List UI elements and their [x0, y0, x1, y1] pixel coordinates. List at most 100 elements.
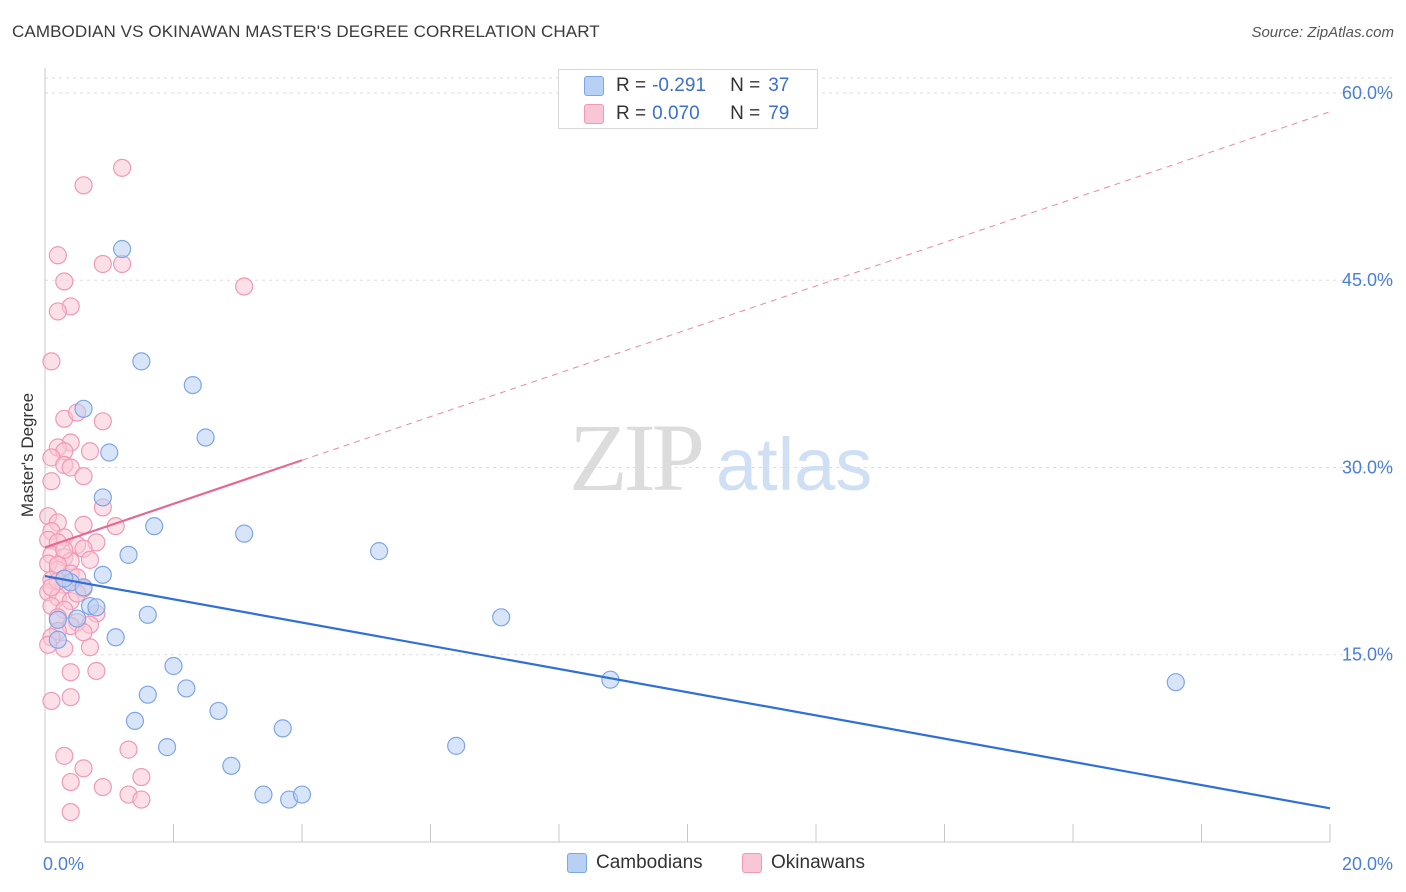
cambodians-point-28 [447, 736, 466, 755]
okinawans-point-59 [61, 663, 80, 682]
y-tick-label-0: 15.0% [1342, 645, 1393, 665]
okinawans-point-5 [55, 272, 74, 291]
legend-row-cambodians: R = -0.291 N = 37 [559, 72, 817, 100]
okinawans-point-6 [235, 277, 254, 296]
cambodians-point-27 [157, 738, 177, 757]
cambodians-point-0 [112, 239, 132, 259]
cambodians-point-6 [93, 488, 112, 507]
n-value-okinawans: 79 [768, 103, 790, 124]
cambodians-point-16 [492, 608, 511, 627]
x-tick-label-0: 0.0% [43, 854, 84, 874]
cambodians-point-1 [132, 352, 151, 371]
okinawans-point-70 [132, 790, 151, 809]
okinawans-point-64 [55, 746, 74, 765]
okinawans-legend-swatch [742, 853, 762, 873]
okinawans-point-66 [132, 767, 151, 787]
correlation-legend: R = -0.291 N = 37 R = 0.070 N = 79 [558, 69, 818, 129]
y-tick-label-3: 60.0% [1342, 83, 1393, 103]
okinawans-point-71 [61, 802, 80, 822]
cambodians-point-15 [138, 605, 157, 624]
okinawans-swatch [584, 104, 604, 124]
source-label: Source: ZipAtlas.com [1251, 24, 1394, 41]
cambodians-point-23 [138, 685, 157, 704]
y-axis-label: Master's Degree [18, 393, 37, 517]
okinawans-point-0 [112, 158, 132, 177]
x-tick-label-1: 20.0% [1342, 854, 1393, 874]
cambodians-point-17 [106, 628, 125, 647]
okinawans-point-8 [48, 302, 67, 321]
okinawans-point-11 [93, 412, 112, 431]
okinawans-point-25 [74, 515, 93, 535]
okinawans-point-61 [61, 688, 80, 707]
cambodians-trend-line [44, 575, 1331, 810]
cambodians-point-36 [68, 609, 87, 628]
cambodians-point-32 [292, 785, 312, 804]
cambodians-point-7 [145, 517, 164, 536]
cambodians-point-33 [87, 598, 106, 617]
okinawans-point-9 [42, 352, 61, 371]
okinawans-point-3 [93, 254, 112, 274]
y-tick-label-1: 30.0% [1342, 457, 1393, 477]
legend-row-okinawans: R = 0.070 N = 79 [559, 100, 817, 128]
okinawans-point-58 [80, 638, 100, 657]
n-label: N = [730, 103, 761, 124]
legend-label-cambodians: Cambodians [596, 852, 703, 873]
series-legend: Cambodians Okinawans [0, 852, 1406, 878]
r-value-okinawans: 0.070 [652, 103, 700, 124]
cambodians-swatch [584, 76, 604, 96]
scatter-points [39, 158, 1185, 822]
okinawans-point-21 [42, 472, 61, 491]
cambodians-point-18 [48, 630, 67, 649]
n-label: N = [730, 75, 761, 96]
cambodians-point-8 [235, 524, 254, 543]
cambodians-point-26 [273, 719, 292, 738]
okinawans-point-37 [80, 550, 100, 569]
cambodians-point-11 [93, 565, 112, 584]
okinawans-point-16 [80, 442, 100, 461]
watermark-atlas: atlas [716, 423, 872, 506]
n-value-cambodians: 37 [768, 75, 790, 96]
tick-labels: 15.0% 30.0% 45.0% 60.0% 0.0% 20.0% [43, 83, 1393, 874]
cambodians-point-25 [125, 711, 145, 731]
okinawans-point-68 [93, 777, 112, 797]
cambodians-point-14 [48, 610, 67, 629]
watermark: ZIP atlas [569, 404, 872, 511]
okinawans-trend-line-dashed [301, 111, 1331, 461]
okinawans-trend-line-solid [44, 459, 303, 549]
cambodians-point-3 [74, 399, 93, 418]
okinawans-point-19 [61, 458, 80, 477]
legend-item-cambodians[interactable]: Cambodians [567, 852, 703, 874]
r-value-cambodians: -0.291 [652, 75, 706, 96]
okinawans-point-65 [74, 759, 93, 778]
okinawans-point-2 [48, 246, 67, 265]
legend-label-okinawans: Okinawans [771, 852, 865, 873]
legend-item-okinawans[interactable]: Okinawans [742, 852, 865, 874]
okinawans-point-60 [87, 661, 106, 681]
chart-title: CAMBODIAN VS OKINAWAN MASTER'S DEGREE CO… [12, 22, 600, 41]
okinawans-point-63 [119, 740, 138, 759]
okinawans-point-20 [74, 467, 93, 486]
cambodians-point-2 [183, 375, 202, 395]
r-label: R = [616, 75, 647, 96]
okinawans-point-76 [42, 578, 61, 597]
trend-lines [44, 111, 1331, 810]
cambodians-point-4 [196, 428, 215, 447]
okinawans-point-67 [61, 772, 80, 792]
cambodians-point-10 [119, 545, 138, 564]
cambodians-point-9 [370, 542, 389, 561]
axes [44, 68, 1331, 843]
cambodians-point-30 [254, 785, 273, 804]
cambodians-point-24 [209, 701, 228, 721]
grid-lines [45, 77, 1395, 656]
okinawans-point-62 [42, 691, 61, 711]
cambodians-point-19 [164, 656, 183, 676]
y-tick-label-2: 45.0% [1342, 270, 1393, 290]
cambodians-point-21 [1166, 673, 1185, 692]
cambodians-point-22 [177, 679, 196, 698]
cambodians-point-29 [222, 756, 241, 775]
cambodians-point-5 [100, 443, 119, 462]
r-label: R = [616, 103, 647, 124]
okinawans-point-1 [74, 176, 93, 195]
watermark-zip: ZIP [569, 404, 702, 511]
